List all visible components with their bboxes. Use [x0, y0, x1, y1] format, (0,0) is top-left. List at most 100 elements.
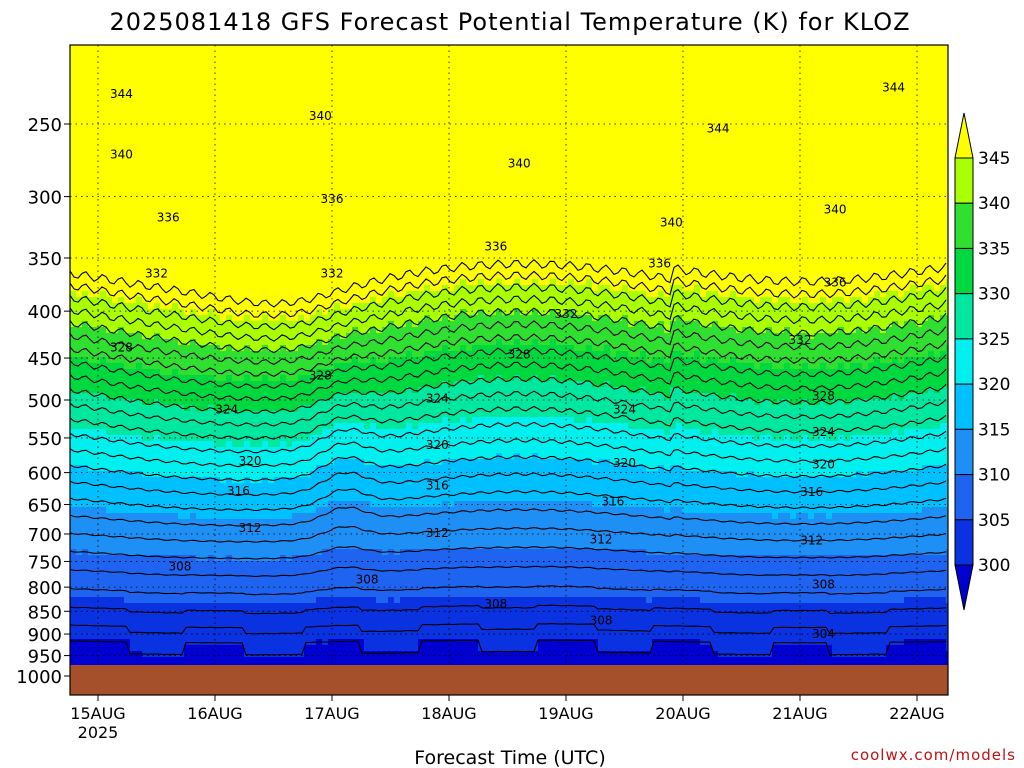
color-band-cell — [274, 501, 281, 508]
color-band-cell — [280, 63, 287, 70]
color-band-cell — [94, 477, 101, 484]
color-band-cell — [274, 81, 281, 88]
color-band-cell — [220, 303, 227, 310]
color-band-cell — [88, 423, 95, 430]
color-band-cell — [280, 597, 287, 604]
color-band-cell — [112, 615, 119, 622]
color-band-cell — [202, 255, 209, 262]
color-band-cell — [142, 153, 149, 160]
color-band-cell — [304, 369, 311, 376]
color-band-cell — [238, 219, 245, 226]
color-band-cell — [328, 189, 335, 196]
color-band-cell — [274, 321, 281, 328]
color-band-cell — [76, 279, 83, 286]
color-band-cell — [166, 315, 173, 322]
color-band-cell — [238, 489, 245, 496]
color-band-cell — [94, 321, 101, 328]
color-band-cell — [274, 597, 281, 604]
color-band-cell — [190, 429, 197, 436]
color-band-cell — [298, 183, 305, 190]
color-band-cell — [346, 135, 353, 142]
color-band-cell — [328, 111, 335, 118]
color-band-cell — [232, 75, 239, 82]
color-band-cell — [142, 477, 149, 484]
color-band-cell — [352, 123, 359, 130]
color-band-cell — [136, 297, 143, 304]
color-band-cell — [232, 441, 239, 448]
color-band-cell — [226, 441, 233, 448]
color-band-cell — [94, 285, 101, 292]
color-band-cell — [322, 177, 329, 184]
color-band-cell — [82, 519, 89, 526]
color-band-cell — [172, 135, 179, 142]
color-band-cell — [340, 447, 347, 454]
color-band-cell — [214, 567, 221, 574]
color-band-cell — [262, 627, 269, 634]
color-band-cell — [82, 213, 89, 220]
color-band-cell — [112, 231, 119, 238]
color-band-cell — [118, 399, 125, 406]
color-band-cell — [322, 147, 329, 154]
color-band-cell — [286, 213, 293, 220]
color-band-cell — [352, 591, 359, 598]
color-band-cell — [160, 477, 167, 484]
color-band-cell — [100, 129, 107, 136]
color-band-cell — [208, 345, 215, 352]
color-band-cell — [322, 657, 329, 664]
color-band-cell — [136, 249, 143, 256]
color-band-cell — [130, 591, 137, 598]
color-band-cell — [274, 423, 281, 430]
color-band-cell — [202, 657, 209, 664]
color-band-cell — [70, 507, 77, 514]
color-band-cell — [274, 399, 281, 406]
color-band-cell — [166, 285, 173, 292]
color-band-cell — [94, 273, 101, 280]
color-band-cell — [340, 537, 347, 544]
color-band-cell — [256, 309, 263, 316]
color-band-cell — [346, 183, 353, 190]
color-band-cell — [160, 501, 167, 508]
color-band-cell — [106, 399, 113, 406]
color-band-cell — [262, 615, 269, 622]
color-band-cell — [178, 75, 185, 82]
color-band-cell — [124, 519, 131, 526]
color-band-cell — [136, 135, 143, 142]
color-band-cell — [208, 177, 215, 184]
color-band-cell — [112, 117, 119, 124]
color-band-cell — [310, 573, 317, 580]
color-band-cell — [160, 201, 167, 208]
color-band-cell — [220, 63, 227, 70]
color-band-cell — [334, 405, 341, 412]
color-band-cell — [220, 603, 227, 610]
color-band-cell — [190, 603, 197, 610]
color-band-cell — [70, 555, 77, 562]
color-band-cell — [70, 51, 77, 58]
color-band-cell — [70, 465, 77, 472]
color-band-cell — [220, 447, 227, 454]
color-band-cell — [322, 111, 329, 118]
color-band-cell — [226, 81, 233, 88]
color-band-cell — [334, 561, 341, 568]
color-band-cell — [88, 297, 95, 304]
color-band-cell — [262, 507, 269, 514]
color-band-cell — [286, 93, 293, 100]
color-band-cell — [268, 303, 275, 310]
color-band-cell — [130, 123, 137, 130]
color-band-cell — [238, 363, 245, 370]
color-band-cell — [280, 435, 287, 442]
color-band-cell — [304, 483, 311, 490]
color-band-cell — [190, 243, 197, 250]
color-band-cell — [76, 327, 83, 334]
color-band-cell — [136, 471, 143, 478]
color-band-cell — [208, 417, 215, 424]
color-band-cell — [340, 459, 347, 466]
color-band-cell — [310, 303, 317, 310]
color-band-cell — [94, 297, 101, 304]
color-band-cell — [178, 51, 185, 58]
color-band-cell — [256, 279, 263, 286]
color-band-cell — [304, 273, 311, 280]
color-band-cell — [202, 159, 209, 166]
color-band-cell — [274, 135, 281, 142]
color-band-cell — [202, 651, 209, 658]
color-band-cell — [298, 273, 305, 280]
